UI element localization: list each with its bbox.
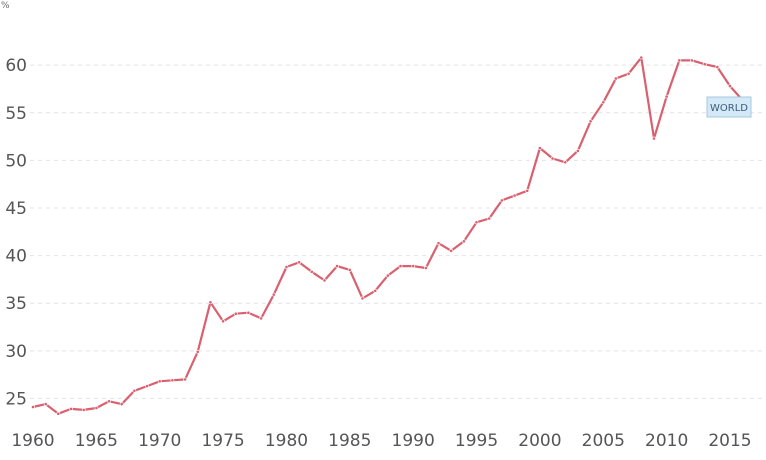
data-point-2010 [664,94,669,99]
data-point-1960 [31,405,35,409]
data-point-1976 [233,311,238,316]
data-point-2001 [550,156,555,161]
data-point-1999 [525,188,530,193]
x-axis: 1960 1965 1970 1975 1980 1985 1990 1995 2000 2005… [11,431,751,451]
data-point-1970 [157,379,162,384]
data-point-2013 [702,62,707,67]
x-tick-label-1975: 1975 [201,431,244,451]
y-tick-label-30: 30 [5,342,27,362]
y-tick-label-55: 55 [5,104,27,124]
data-point-1985 [347,267,352,272]
data-point-1971 [170,378,175,383]
data-point-2012 [690,58,694,63]
series-world [31,55,745,416]
legend-world-label: WORLD [710,103,748,114]
x-tick-label-1980: 1980 [265,431,308,451]
data-point-2000 [538,146,542,150]
data-point-1964 [81,407,86,412]
y-tick-label-50: 50 [5,151,27,171]
y-axis: 25 30 35 40 45 50 55 60 [5,56,27,409]
data-point-1991 [423,266,428,270]
data-point-1987 [373,288,378,293]
data-point-1993 [449,248,454,253]
data-point-2009 [652,136,656,141]
data-point-1988 [385,273,390,278]
x-tick-label-2005: 2005 [582,431,625,451]
y-tick-label-40: 40 [5,247,27,267]
data-point-1972 [183,377,188,382]
gridlines [30,64,766,399]
data-point-1981 [297,260,302,265]
data-point-1992 [436,241,441,246]
data-point-1983 [322,278,327,283]
x-tick-label-2000: 2000 [518,431,561,451]
data-point-1989 [398,264,403,269]
legend: WORLD [706,96,752,118]
data-point-1990 [411,264,416,269]
y-tick-label-45: 45 [5,199,27,219]
data-point-1986 [360,296,365,301]
data-point-1982 [309,269,314,274]
x-tick-label-1990: 1990 [392,431,435,451]
data-point-2006 [614,76,618,81]
data-point-1967 [119,402,124,407]
data-point-1980 [284,265,289,269]
data-point-1974 [208,300,213,305]
x-tick-label-1970: 1970 [138,431,181,451]
data-point-1966 [107,399,111,404]
data-point-1996 [487,216,492,221]
data-point-2008 [639,55,644,60]
data-point-2005 [601,100,606,105]
data-point-1984 [335,264,340,269]
data-point-1968 [132,388,137,393]
data-point-1994 [461,239,466,244]
data-point-1995 [474,220,479,225]
x-tick-label-2015: 2015 [708,431,751,451]
data-point-1997 [499,198,504,203]
data-point-2002 [563,160,568,165]
data-point-1963 [69,406,73,411]
data-point-1961 [43,402,48,407]
data-point-2004 [588,119,593,124]
data-point-1979 [271,292,276,297]
y-unit-label: % [1,1,10,11]
data-point-1969 [145,384,150,389]
data-point-1973 [195,349,200,354]
x-tick-label-2010: 2010 [645,431,688,451]
data-point-2007 [626,71,631,76]
data-point-2011 [677,58,682,63]
y-tick-label-60: 60 [5,56,27,76]
y-tick-label-25: 25 [5,389,27,409]
data-point-1998 [512,193,517,198]
data-point-1965 [94,406,99,410]
series-line-world [31,56,744,415]
x-tick-label-1965: 1965 [75,431,118,451]
data-point-2015 [728,84,732,89]
data-point-1977 [246,310,251,315]
x-tick-label-1960: 1960 [11,431,54,451]
data-point-1962 [56,411,61,416]
data-point-2014 [715,65,720,69]
x-tick-label-1995: 1995 [455,431,498,451]
data-point-2003 [576,148,580,153]
y-tick-label-35: 35 [5,294,27,314]
legend-world-box [706,96,752,118]
data-point-1975 [221,319,226,324]
x-tick-label-1985: 1985 [328,431,371,451]
data-point-1978 [259,316,264,321]
